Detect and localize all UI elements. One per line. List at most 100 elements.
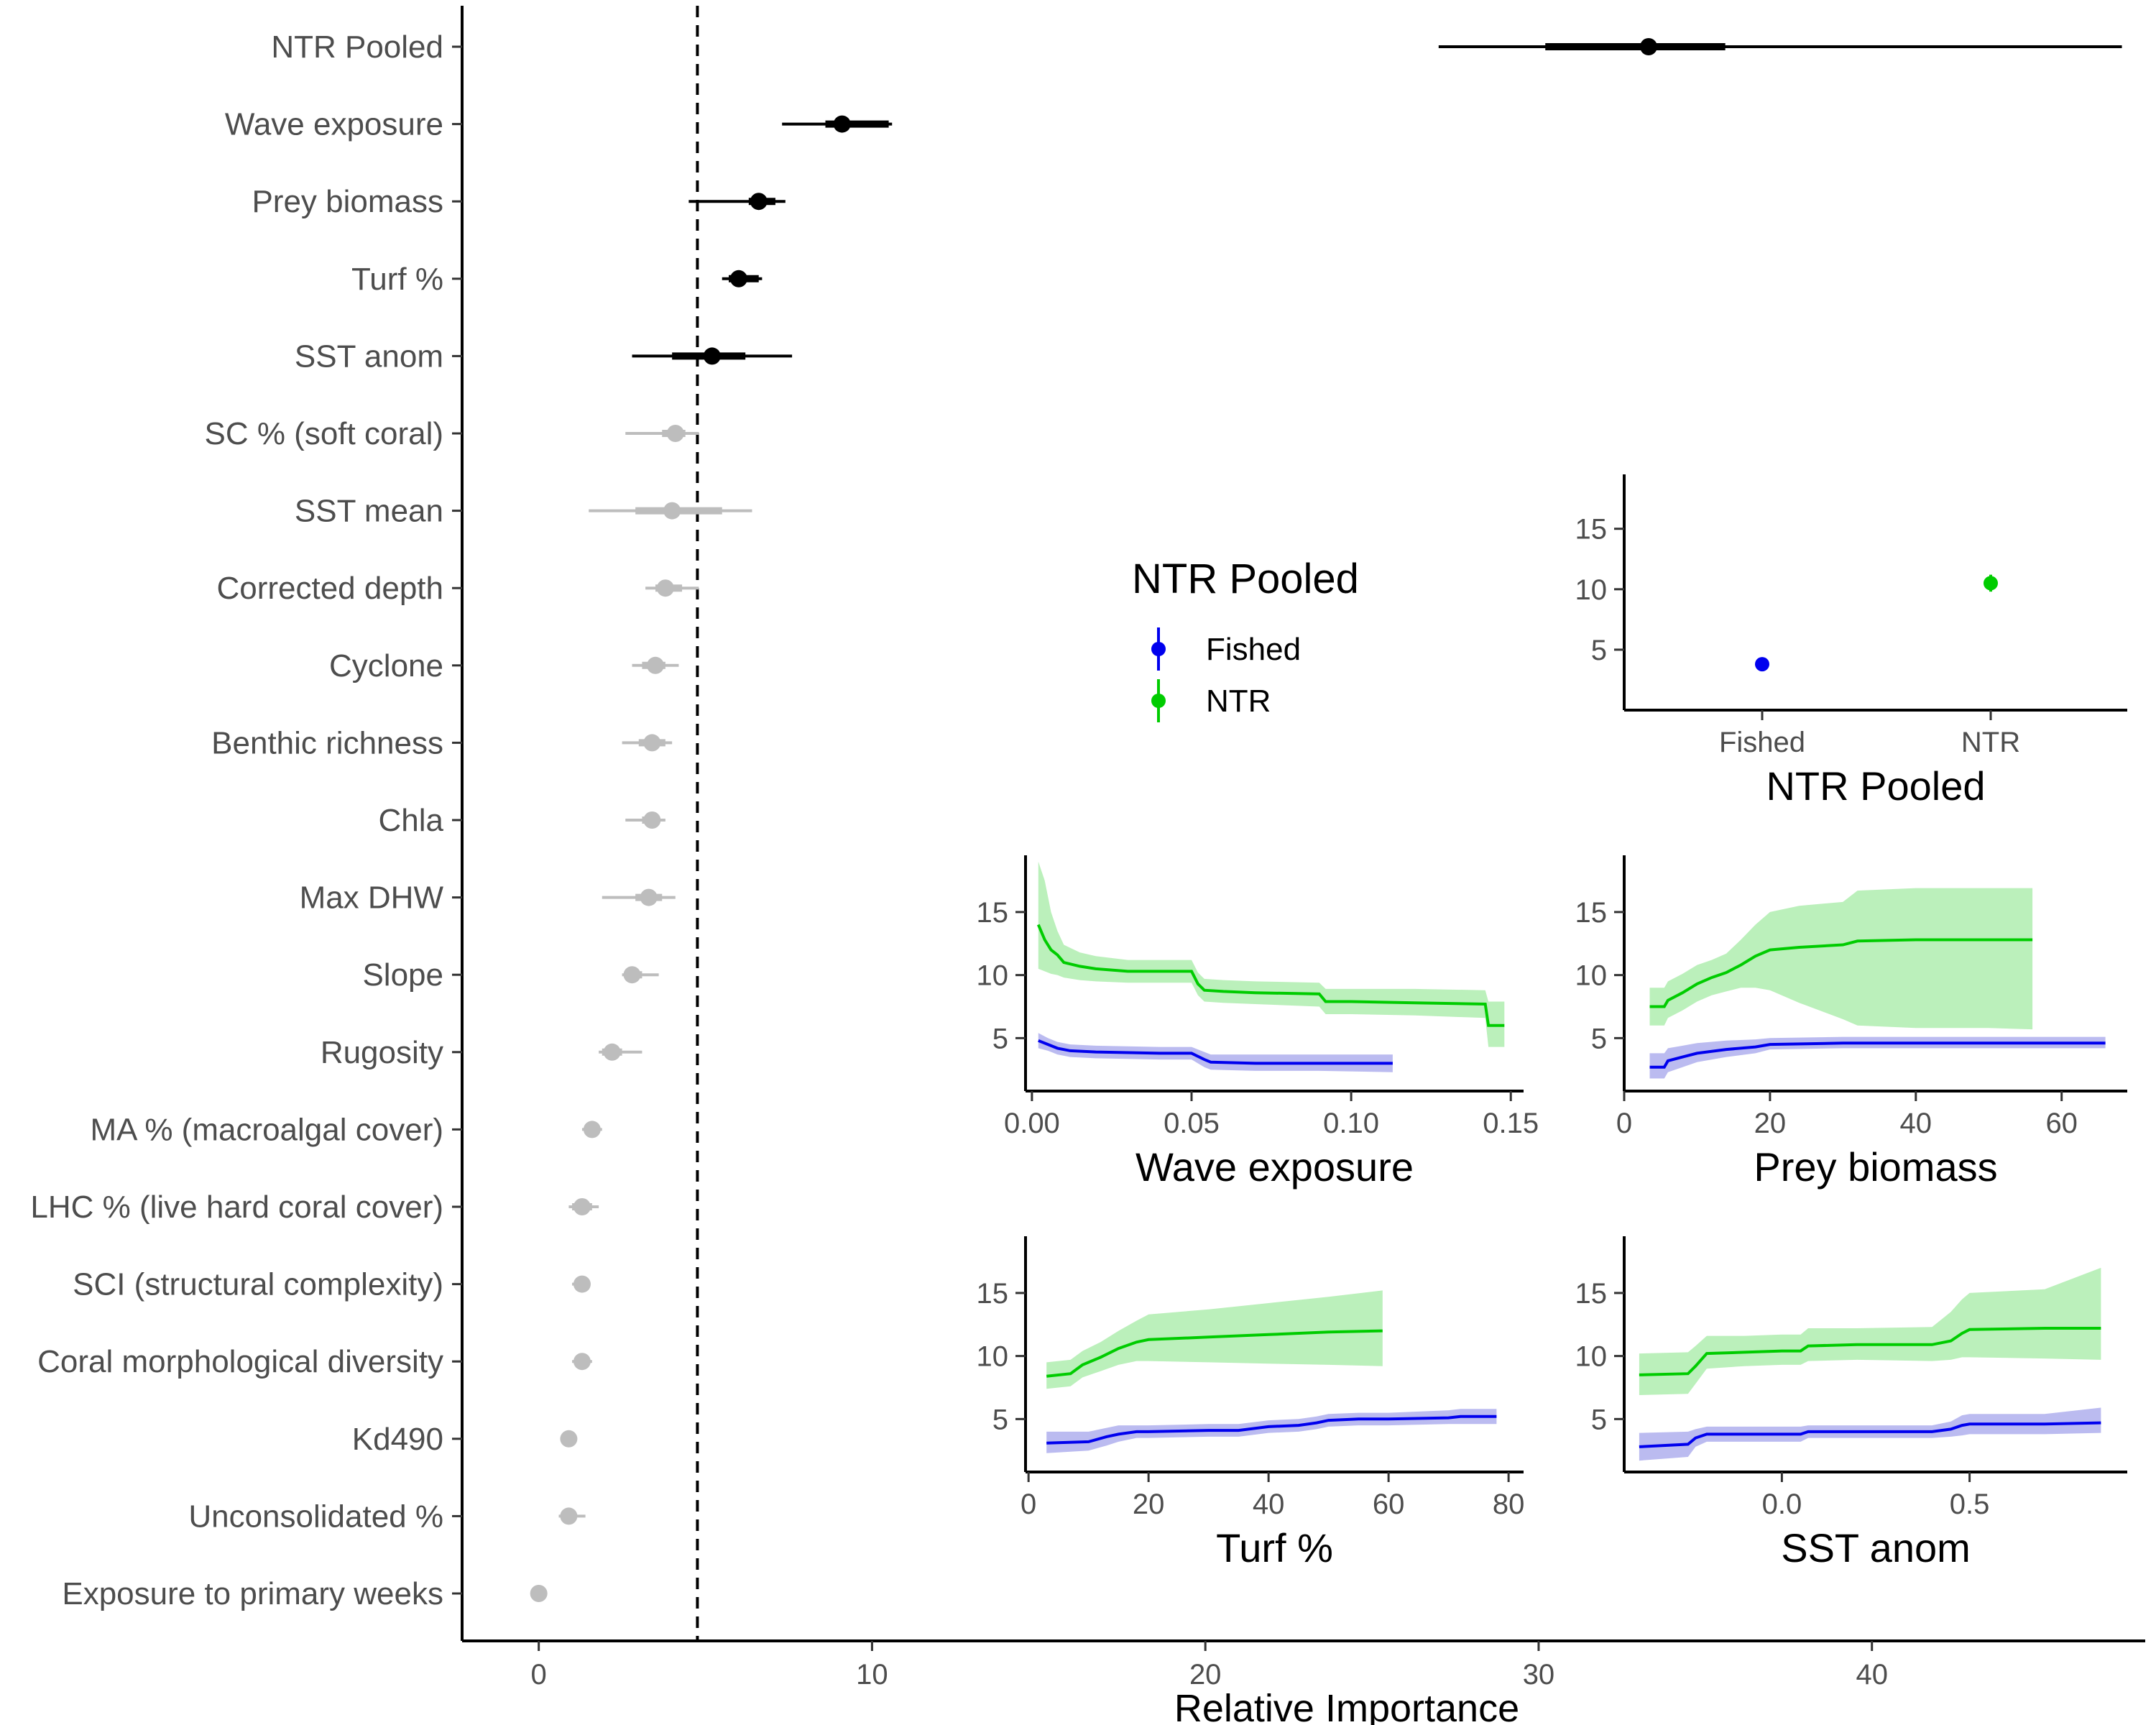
inset-x-tick-label: 0.00 [1004, 1108, 1060, 1139]
confidence-band [1649, 1036, 2106, 1079]
inset-y-tick-label: 10 [977, 1341, 1009, 1373]
importance-point [656, 579, 674, 597]
variable-row-max-dhw: Max DHW [300, 880, 676, 916]
x-tick-label: 20 [1189, 1659, 1222, 1690]
inset-x-tick-label: 0.5 [1950, 1489, 1990, 1520]
inset-y-tick-label: 10 [1575, 960, 1608, 992]
inset-x-tick-label: 60 [2045, 1108, 2078, 1139]
variable-label: NTR Pooled [271, 29, 443, 65]
importance-point [573, 1198, 591, 1215]
importance-point [583, 1121, 601, 1138]
variable-label: Cyclone [329, 648, 443, 684]
variable-row-ntr-pooled: NTR Pooled [271, 29, 2122, 65]
variable-label: Chla [379, 803, 444, 838]
legend-label: Fished [1206, 632, 1301, 667]
variable-row-rugosity: Rugosity [321, 1035, 642, 1070]
variable-label: Kd490 [352, 1422, 443, 1457]
variable-label: SCI (structural complexity) [73, 1267, 443, 1302]
inset-x-tick-label: 0 [1616, 1108, 1632, 1139]
importance-point [750, 193, 768, 211]
importance-point [640, 888, 658, 906]
variable-label: Slope [362, 957, 443, 993]
inset-y-tick-label: 10 [1575, 574, 1608, 606]
importance-point [643, 811, 661, 829]
variable-row-slope: Slope [362, 957, 659, 993]
importance-point [573, 1353, 591, 1371]
confidence-band [1649, 888, 2033, 1030]
inset-x-tick-label: NTR [1961, 727, 2020, 758]
inset-ntr: 5 10 15 Fished NTR NTR Pooled [1575, 474, 2127, 809]
importance-point [530, 1585, 548, 1602]
inset-title: SST anom [1781, 1525, 1971, 1570]
variable-label: SST anom [295, 339, 443, 374]
series-ntr [1649, 888, 2033, 1030]
inset-y-tick-label: 5 [1591, 1023, 1607, 1054]
variable-label: Coral morphological diversity [37, 1344, 443, 1379]
inset-x-tick-label: 0.0 [1762, 1489, 1802, 1520]
series-ntr [1639, 1267, 2101, 1395]
response-line [1046, 1329, 1383, 1378]
response-line [1649, 938, 2033, 1008]
inset-y-tick-label: 15 [1575, 514, 1608, 546]
variable-row-ma-macroalgal-cover: MA % (macroalgal cover) [91, 1112, 602, 1147]
inset-y-tick-label: 15 [977, 1278, 1009, 1310]
variable-row-corrected-depth: Corrected depth [216, 571, 699, 606]
inset-x-tick-label: 0.15 [1483, 1108, 1539, 1139]
variable-label: Prey biomass [252, 184, 443, 219]
inset-x-tick-label: Fished [1719, 727, 1805, 758]
series-fished [1046, 1409, 1497, 1453]
variable-label: Wave exposure [225, 107, 443, 142]
inset-title: Turf % [1216, 1525, 1333, 1570]
inset-wave: 5 10 15 0.00 0.05 0.10 0.15 Wave exposure [977, 855, 1539, 1190]
inset-x-tick-label: 0 [1021, 1489, 1036, 1520]
importance-point [603, 1043, 621, 1061]
response-line [1036, 924, 1505, 1027]
response-line [1649, 1041, 2106, 1069]
variable-row-lhc-live-hard-coral-cover: LHC % (live hard coral cover) [30, 1190, 599, 1225]
importance-point [623, 966, 641, 984]
importance-point [646, 656, 664, 674]
series-fished [1649, 1036, 2106, 1079]
x-axis-title: Relative Importance [1174, 1687, 1519, 1725]
inset-x-tick-label: 40 [1253, 1489, 1285, 1520]
legend-key-point [1151, 694, 1166, 708]
importance-point [729, 270, 747, 288]
inset-y-tick-label: 5 [992, 1023, 1008, 1054]
response-line [1038, 1039, 1393, 1065]
x-tick-label: 10 [856, 1659, 888, 1690]
x-tick-label: 40 [1856, 1659, 1888, 1690]
inset-x-tick-label: 20 [1754, 1108, 1787, 1139]
response-line [1639, 1421, 2101, 1448]
inset-x-tick-label: 60 [1373, 1489, 1405, 1520]
importance-point [573, 1275, 591, 1293]
x-tick-label: 0 [531, 1659, 547, 1690]
response-line [1046, 1414, 1497, 1445]
inset-x-tick-label: 80 [1493, 1489, 1525, 1520]
inset-y-tick-label: 10 [977, 960, 1009, 992]
x-tick-label: 30 [1523, 1659, 1555, 1690]
category-point [1984, 576, 1998, 591]
importance-point [666, 425, 684, 442]
legend-label: NTR [1206, 684, 1271, 719]
confidence-band [1046, 1290, 1383, 1389]
variable-row-turf: Turf % [351, 262, 763, 297]
series-ntr [1036, 861, 1505, 1047]
variable-row-unconsolidated: Unconsolidated % [188, 1499, 586, 1534]
inset-title: Prey biomass [1754, 1144, 1997, 1190]
variable-label: SC % (soft coral) [204, 416, 443, 451]
inset-sst: 5 10 15 0.0 0.5 SST anom [1575, 1236, 2127, 1570]
variable-row-exposure-to-primary-weeks: Exposure to primary weeks [62, 1576, 548, 1611]
variable-label: Benthic richness [211, 725, 443, 760]
variable-row-sst-anom: SST anom [295, 339, 793, 374]
variable-label: Rugosity [321, 1035, 443, 1070]
importance-point [1639, 38, 1657, 55]
category-point [1755, 657, 1769, 672]
inset-prey: 5 10 15 0 20 40 60 Prey biomass [1575, 855, 2127, 1190]
confidence-band [1038, 861, 1505, 1047]
inset-title: Wave exposure [1135, 1144, 1414, 1190]
variable-label: SST mean [295, 494, 443, 529]
series-fished [1038, 1033, 1393, 1072]
inset-y-tick-label: 5 [1591, 635, 1607, 666]
confidence-band [1639, 1267, 2101, 1395]
